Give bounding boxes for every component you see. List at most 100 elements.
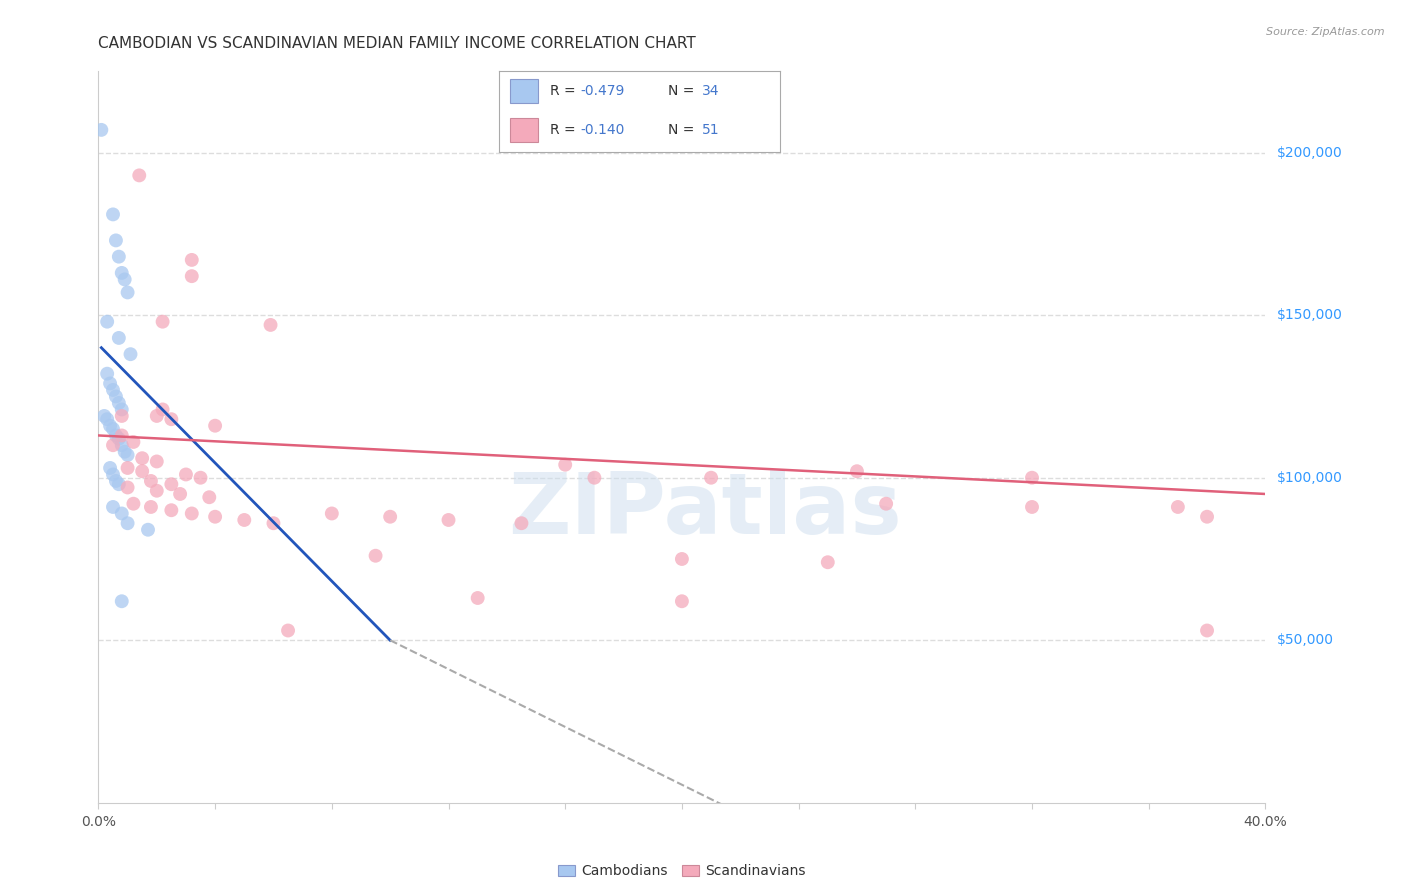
Text: -0.140: -0.140 bbox=[581, 123, 626, 137]
Point bbox=[160, 503, 183, 517]
Point bbox=[583, 471, 606, 485]
Point bbox=[180, 507, 202, 521]
Point bbox=[111, 266, 134, 280]
Point bbox=[467, 591, 489, 605]
Point bbox=[111, 507, 134, 521]
Point bbox=[101, 383, 124, 397]
Point bbox=[122, 497, 145, 511]
Point bbox=[111, 409, 134, 423]
Point bbox=[101, 207, 124, 221]
Point bbox=[131, 464, 153, 478]
Point bbox=[117, 285, 139, 300]
Point bbox=[146, 409, 169, 423]
Text: ZIPatlas: ZIPatlas bbox=[509, 468, 903, 552]
Point bbox=[104, 474, 127, 488]
Point bbox=[845, 464, 868, 478]
Point bbox=[98, 376, 121, 391]
Point bbox=[364, 549, 387, 563]
Point bbox=[139, 474, 162, 488]
Text: N =: N = bbox=[668, 123, 699, 137]
Point bbox=[108, 477, 131, 491]
Point bbox=[152, 402, 174, 417]
Point bbox=[378, 509, 402, 524]
Point bbox=[146, 454, 169, 468]
Point bbox=[108, 432, 131, 446]
Point bbox=[1195, 624, 1218, 638]
Point bbox=[510, 516, 533, 531]
Legend: Cambodians, Scandinavians: Cambodians, Scandinavians bbox=[553, 858, 811, 884]
Point bbox=[98, 418, 121, 433]
Text: N =: N = bbox=[668, 85, 699, 98]
Text: -0.479: -0.479 bbox=[581, 85, 626, 98]
Y-axis label: Median Family Income: Median Family Income bbox=[0, 359, 7, 515]
Point bbox=[117, 516, 139, 531]
Point bbox=[98, 461, 121, 475]
Point bbox=[671, 552, 693, 566]
Point bbox=[700, 471, 723, 485]
Point bbox=[671, 594, 693, 608]
Point bbox=[111, 594, 134, 608]
Point bbox=[108, 396, 131, 410]
Text: Source: ZipAtlas.com: Source: ZipAtlas.com bbox=[1267, 27, 1385, 37]
Point bbox=[90, 123, 112, 137]
Point bbox=[262, 516, 284, 531]
Point bbox=[101, 500, 124, 514]
Text: R =: R = bbox=[550, 85, 579, 98]
Point bbox=[131, 451, 153, 466]
Point bbox=[111, 428, 134, 442]
Point bbox=[114, 444, 136, 458]
FancyBboxPatch shape bbox=[510, 79, 538, 103]
Point bbox=[198, 490, 221, 504]
Point bbox=[160, 477, 183, 491]
Point bbox=[111, 438, 134, 452]
Point bbox=[1167, 500, 1189, 514]
Point bbox=[169, 487, 191, 501]
Text: $200,000: $200,000 bbox=[1277, 145, 1343, 160]
Point bbox=[101, 438, 124, 452]
Point bbox=[120, 347, 142, 361]
Point bbox=[122, 434, 145, 449]
Point bbox=[101, 422, 124, 436]
Point bbox=[1195, 509, 1218, 524]
Text: $150,000: $150,000 bbox=[1277, 308, 1343, 322]
Point bbox=[554, 458, 576, 472]
Text: CAMBODIAN VS SCANDINAVIAN MEDIAN FAMILY INCOME CORRELATION CHART: CAMBODIAN VS SCANDINAVIAN MEDIAN FAMILY … bbox=[98, 36, 696, 51]
Point bbox=[101, 467, 124, 482]
Point bbox=[96, 315, 118, 329]
Point bbox=[108, 250, 131, 264]
Point bbox=[128, 169, 150, 183]
Point bbox=[117, 461, 139, 475]
Point bbox=[139, 500, 162, 514]
Text: $100,000: $100,000 bbox=[1277, 471, 1343, 484]
Point bbox=[104, 428, 127, 442]
Point bbox=[96, 367, 118, 381]
Point bbox=[180, 252, 202, 267]
Point bbox=[817, 555, 839, 569]
Point bbox=[146, 483, 169, 498]
Point bbox=[114, 272, 136, 286]
Point bbox=[117, 480, 139, 494]
Point bbox=[136, 523, 159, 537]
Text: 34: 34 bbox=[702, 85, 718, 98]
FancyBboxPatch shape bbox=[510, 118, 538, 142]
Text: R =: R = bbox=[550, 123, 579, 137]
Point bbox=[1021, 500, 1043, 514]
Point bbox=[93, 409, 115, 423]
Point bbox=[204, 509, 226, 524]
Point bbox=[204, 418, 226, 433]
Point bbox=[1021, 471, 1043, 485]
Point bbox=[321, 507, 343, 521]
Point bbox=[108, 331, 131, 345]
Text: $50,000: $50,000 bbox=[1277, 633, 1333, 648]
Point bbox=[233, 513, 256, 527]
Point bbox=[437, 513, 460, 527]
Point bbox=[104, 234, 127, 248]
Point bbox=[174, 467, 197, 482]
Point bbox=[111, 402, 134, 417]
Point bbox=[180, 269, 202, 284]
Point bbox=[104, 389, 127, 403]
Point bbox=[96, 412, 118, 426]
Point bbox=[190, 471, 212, 485]
Point bbox=[875, 497, 897, 511]
Point bbox=[117, 448, 139, 462]
